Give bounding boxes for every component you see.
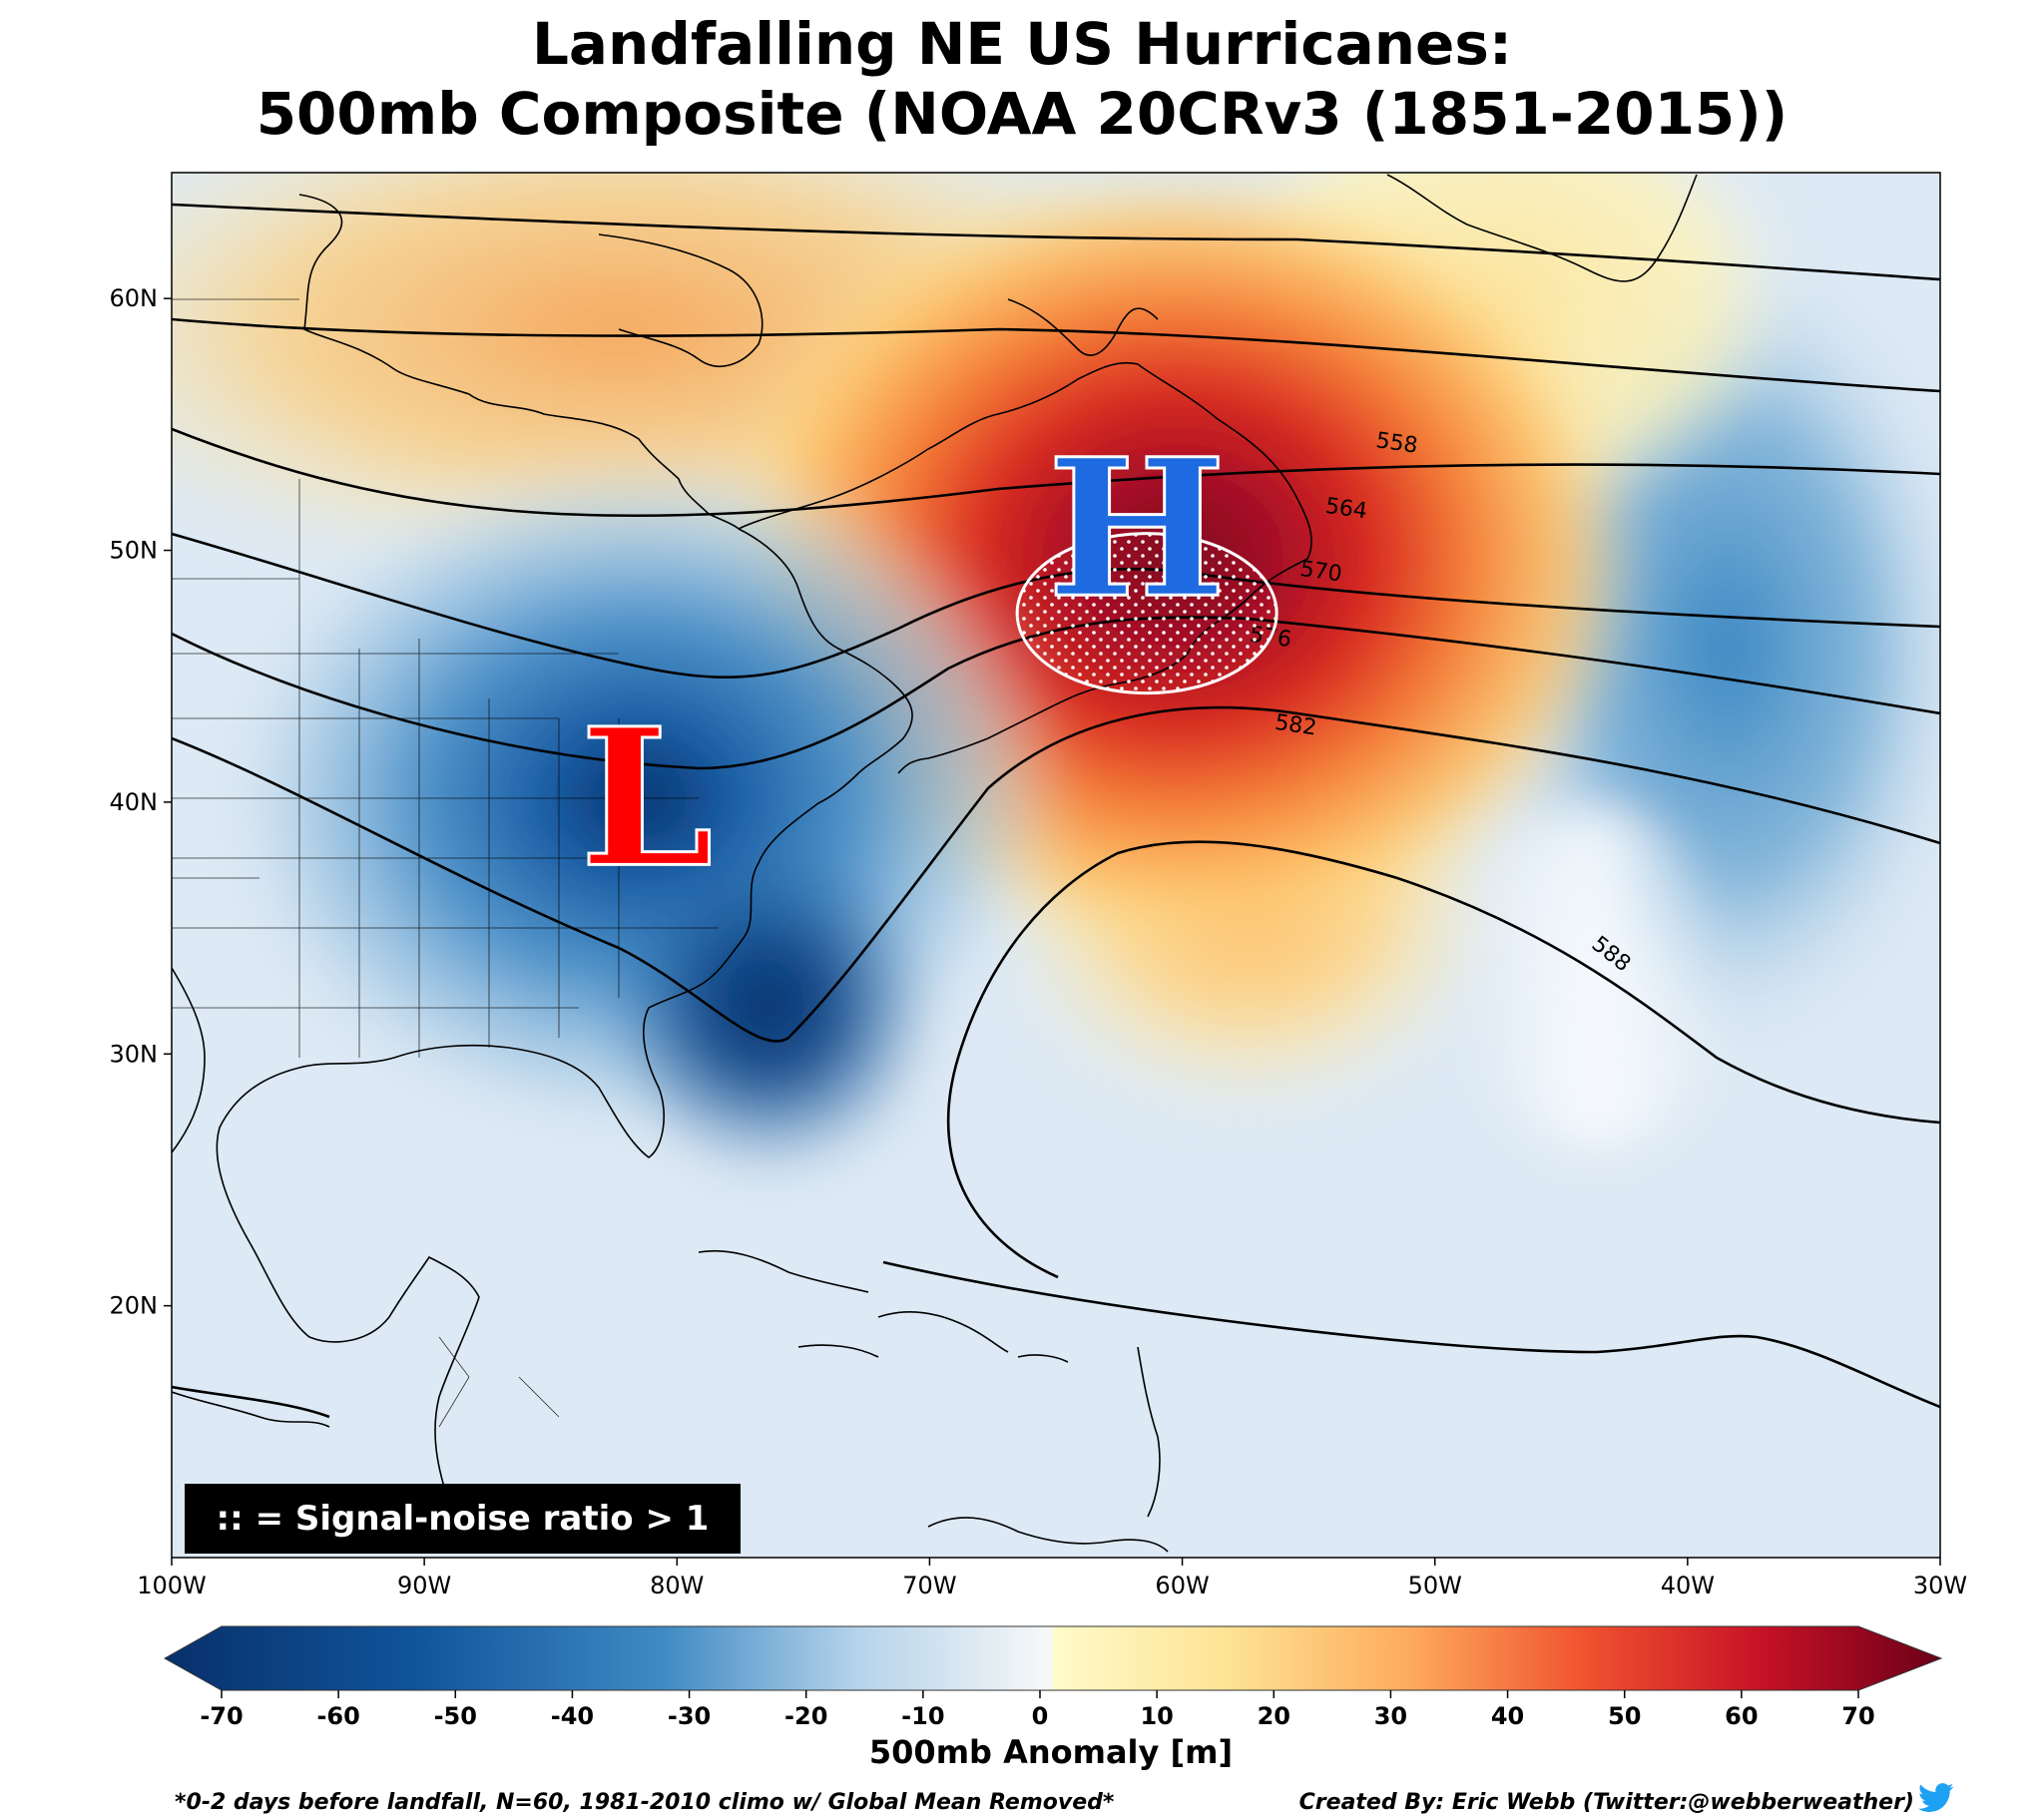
political-borders xyxy=(172,298,719,1428)
coastlines xyxy=(172,174,1698,1553)
x-tick-label: 50W xyxy=(1408,1572,1462,1599)
significance-outline xyxy=(1015,532,1278,695)
colorbar-tick-label: -20 xyxy=(784,1702,827,1730)
contour-label: 582 xyxy=(1274,710,1318,741)
low-pressure-label: L xyxy=(580,686,714,909)
signal-noise-legend: :: = Signal-noise ratio > 1 xyxy=(185,1484,741,1554)
y-tick-label: 30N xyxy=(110,1040,159,1068)
colorbar-tick-label: 30 xyxy=(1374,1702,1407,1730)
high-pressure-label: H xyxy=(1047,417,1227,640)
colorbar-tick-label: -50 xyxy=(434,1702,477,1730)
height-contours xyxy=(172,203,1940,1419)
colorbar-tick-label: -40 xyxy=(551,1702,594,1730)
colorbar-label: 500mb Anomaly [m] xyxy=(869,1733,1233,1771)
map-frame xyxy=(171,172,1941,1559)
colorbar-tick-label: 40 xyxy=(1491,1702,1524,1730)
x-tick-label: 70W xyxy=(902,1572,956,1599)
colorbar-tick-label: 60 xyxy=(1725,1702,1758,1730)
x-tick-label: 40W xyxy=(1661,1572,1715,1599)
footnote-method: *0-2 days before landfall, N=60, 1981-20… xyxy=(175,1790,1115,1815)
contour-label: 558 xyxy=(1374,428,1419,459)
colorbar-tick-label: 10 xyxy=(1140,1702,1173,1730)
colorbar-tick-label: -10 xyxy=(901,1702,944,1730)
significance-region xyxy=(1015,532,1278,695)
longitude-axis: 100W 90W 80W 70W 60W 50W 40W 30W xyxy=(137,1558,1967,1599)
colorbar-tick-label: 20 xyxy=(1258,1702,1290,1730)
contour-label: 570 xyxy=(1298,557,1343,588)
latitude-axis: 60N 50N 40N 30N 20N xyxy=(110,284,172,1320)
y-tick-label: 60N xyxy=(110,284,159,312)
y-tick-label: 40N xyxy=(110,788,159,816)
map-panel: 558564570576582588 H L xyxy=(172,173,1940,1558)
x-tick-label: 60W xyxy=(1155,1572,1209,1599)
y-tick-label: 50N xyxy=(110,537,159,565)
x-tick-label: 100W xyxy=(137,1572,207,1599)
title-line-1: Landfalling NE US Hurricanes: xyxy=(531,10,1513,78)
contour-label: 564 xyxy=(1323,494,1368,525)
colorbar-bar xyxy=(163,1625,1943,1691)
title-line-2: 500mb Composite (NOAA 20CRv3 (1851-2015)… xyxy=(256,80,1788,148)
y-tick-label: 20N xyxy=(110,1292,159,1320)
footnote-credit: Created By: Eric Webb (Twitter:@webberwe… xyxy=(1298,1790,1914,1815)
colorbar-tick-label: 70 xyxy=(1841,1702,1874,1730)
colorbar-tick-label: -60 xyxy=(316,1702,359,1730)
twitter-bird-icon xyxy=(1918,1783,1954,1812)
colorbar-tick-label: -30 xyxy=(668,1702,711,1730)
colorbar-tick-label: 50 xyxy=(1608,1702,1641,1730)
x-tick-label: 80W xyxy=(650,1572,704,1599)
colorbar-ticks: -70 -60 -50 -40 -30 -20 -10 0 10 20 30 40 50 60 70 xyxy=(200,1690,1875,1730)
colorbar-tick-label: -70 xyxy=(200,1702,243,1730)
x-tick-label: 90W xyxy=(397,1572,451,1599)
x-tick-label: 30W xyxy=(1913,1572,1967,1599)
colorbar: -70 -60 -50 -40 -30 -20 -10 0 10 20 30 40 50 60 70 500… xyxy=(163,1625,1943,1771)
colorbar-tick-label: 0 xyxy=(1032,1702,1049,1730)
